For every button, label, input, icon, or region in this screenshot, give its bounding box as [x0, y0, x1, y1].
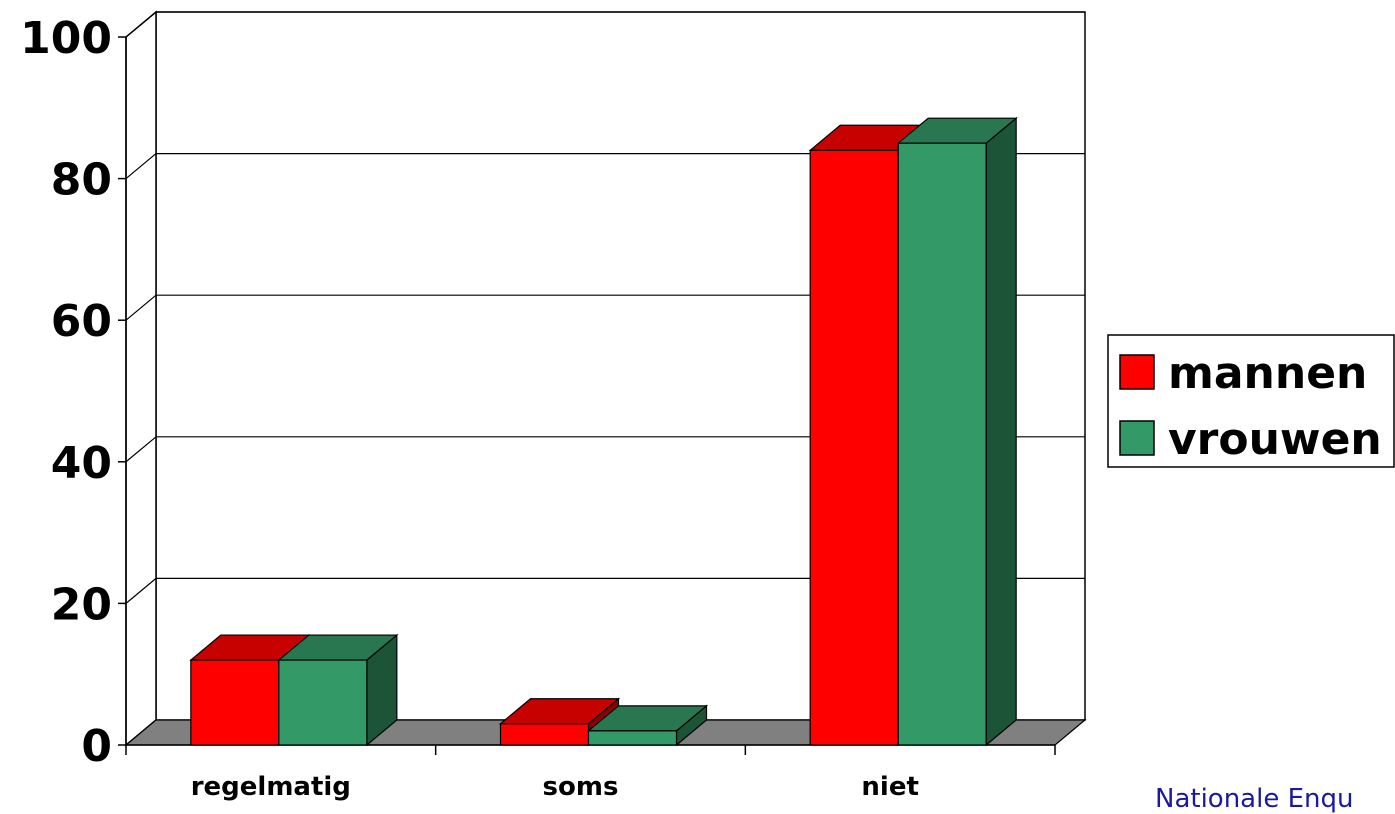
bar: [896, 116, 1018, 747]
y-tick-label: 40: [51, 438, 112, 489]
x-category-label: niet: [861, 772, 918, 802]
bar-side: [985, 116, 1017, 747]
gridline: [125, 153, 1085, 180]
bar-front: [897, 142, 987, 746]
y-tick-label: 100: [20, 13, 112, 64]
y-tick-label: 60: [51, 296, 112, 347]
legend-box: [1107, 334, 1395, 468]
bar: [586, 704, 709, 747]
legend-label: vrouwen: [1168, 414, 1382, 465]
bar-front: [190, 659, 280, 746]
source-note: Nationale Enqu: [1155, 784, 1354, 814]
y-axis: 0 20 40 60 80 100: [20, 13, 127, 772]
y-tick-label: 0: [81, 721, 112, 772]
y-tick-label: 80: [51, 155, 112, 206]
side-wall: [125, 10, 157, 747]
bar-front: [587, 730, 678, 746]
gridline: [125, 11, 1085, 38]
bar-front: [809, 149, 899, 746]
legend: mannen vrouwen: [1107, 334, 1395, 468]
bar-front: [278, 659, 368, 746]
gridline: [125, 294, 1085, 321]
legend-swatch: [1119, 420, 1155, 456]
bars: [189, 116, 1018, 747]
gridline: [125, 577, 1085, 604]
bar: [277, 633, 399, 747]
gridlines: [125, 11, 1085, 604]
x-category-label: soms: [543, 772, 619, 802]
x-category-label: regelmatig: [191, 772, 351, 802]
legend-swatch: [1119, 354, 1155, 390]
gridline: [125, 436, 1085, 463]
legend-label: mannen: [1168, 348, 1367, 399]
y-tick-label: 20: [51, 579, 112, 630]
bar-front: [499, 723, 590, 746]
x-axis: regelmatig soms niet: [125, 744, 1056, 802]
